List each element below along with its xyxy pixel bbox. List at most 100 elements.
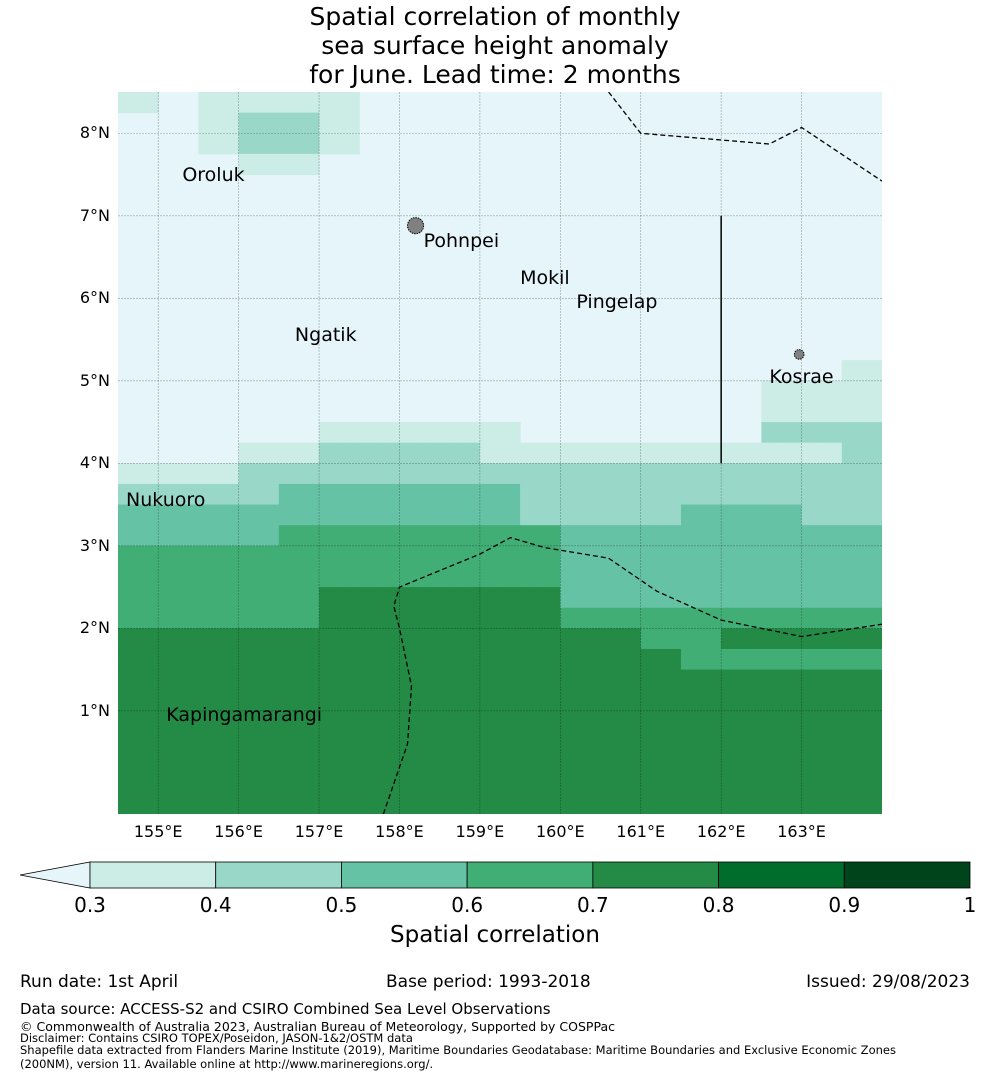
correlation-cell (841, 628, 863, 650)
colorbar-segment (843, 861, 971, 889)
correlation-cell (781, 648, 803, 671)
correlation-cell (379, 669, 400, 691)
correlation-cell (218, 504, 240, 526)
correlation-cell (841, 401, 863, 423)
correlation-cell (339, 483, 360, 506)
correlation-cell (399, 772, 421, 794)
correlation-cell (600, 607, 622, 629)
correlation-cell (278, 587, 300, 609)
correlation-cell (379, 731, 400, 753)
correlation-cell (701, 648, 722, 671)
correlation-cell (861, 360, 882, 382)
correlation-cell (500, 587, 521, 609)
correlation-cell (620, 752, 642, 774)
colorbar-tick-label: 0.6 (451, 893, 484, 917)
correlation-cell (439, 587, 461, 609)
correlation-cell (660, 607, 682, 629)
colorbar-tick-label: 0.8 (702, 893, 735, 917)
correlation-cell (258, 566, 280, 588)
correlation-cell (841, 360, 863, 382)
correlation-cell (178, 525, 199, 547)
correlation-cell (419, 442, 441, 464)
correlation-cell (198, 648, 220, 671)
correlation-cell (278, 669, 300, 691)
correlation-cell (701, 752, 722, 774)
correlation-cell (158, 752, 179, 774)
correlation-cell (439, 772, 461, 794)
correlation-cell (721, 483, 742, 506)
correlation-cell (138, 545, 159, 567)
correlation-cell (278, 690, 300, 712)
correlation-cell (821, 566, 843, 588)
correlation-cell (660, 669, 682, 691)
correlation-cell (801, 648, 823, 671)
lon-tick-label: 160°E (535, 822, 585, 841)
correlation-cell (540, 710, 561, 732)
correlation-cell (178, 628, 199, 650)
correlation-cell (158, 710, 179, 732)
correlation-cell (781, 710, 803, 732)
colorbar-segment (718, 861, 845, 889)
correlation-cell (741, 566, 762, 588)
correlation-cell (620, 648, 642, 671)
correlation-cell (801, 793, 823, 814)
lat-tick-label: 3°N (79, 535, 110, 555)
correlation-cell (419, 772, 441, 794)
correlation-cell (500, 690, 521, 712)
correlation-cell (459, 710, 481, 732)
correlation-cell (841, 648, 863, 671)
correlation-cell (620, 483, 642, 506)
correlation-cell (298, 525, 320, 547)
correlation-cell (439, 752, 461, 774)
correlation-cell (721, 628, 742, 650)
correlation-cell (339, 442, 360, 464)
correlation-cell (801, 731, 823, 753)
correlation-cell (118, 545, 139, 567)
correlation-cell (198, 483, 220, 506)
correlation-cell (640, 772, 662, 794)
correlation-cell (640, 690, 662, 712)
correlation-cell (419, 793, 441, 814)
correlation-cell (580, 463, 602, 485)
correlation-cell (620, 545, 642, 567)
place-label: Ngatik (294, 324, 357, 347)
correlation-cell (439, 628, 461, 650)
correlation-cell (701, 710, 722, 732)
correlation-cell (319, 690, 340, 712)
correlation-cell (459, 752, 481, 774)
correlation-cell (520, 772, 541, 794)
correlation-cell (218, 648, 240, 671)
correlation-cell (781, 380, 803, 402)
correlation-cell (118, 793, 139, 814)
correlation-cell (520, 607, 541, 629)
correlation-cell (339, 463, 360, 485)
correlation-cell (339, 772, 360, 794)
correlation-cell (298, 133, 320, 155)
correlation-cell (178, 752, 199, 774)
correlation-cell (640, 587, 662, 609)
correlation-cell (741, 463, 762, 485)
correlation-cell (781, 752, 803, 774)
correlation-cell (560, 587, 581, 609)
correlation-cell (701, 669, 722, 691)
correlation-cell (660, 772, 682, 794)
correlation-cell (861, 669, 882, 691)
correlation-cell (841, 545, 863, 567)
correlation-cell (359, 422, 380, 444)
correlation-cell (399, 463, 421, 485)
correlation-cell (781, 772, 803, 794)
correlation-cell (600, 752, 622, 774)
correlation-cell (741, 442, 762, 464)
correlation-cell (198, 504, 220, 526)
colorbar-tick-label: 0.3 (74, 893, 106, 917)
correlation-cell (439, 669, 461, 691)
correlation-cell (198, 525, 220, 547)
correlation-cell (701, 772, 722, 794)
correlation-cell (359, 587, 380, 609)
correlation-cell (138, 607, 159, 629)
correlation-cell (218, 628, 240, 650)
colorbar-tick-label: 0.5 (325, 893, 358, 917)
correlation-cell (701, 483, 722, 506)
correlation-cell (500, 525, 521, 547)
correlation-cell (560, 793, 581, 814)
